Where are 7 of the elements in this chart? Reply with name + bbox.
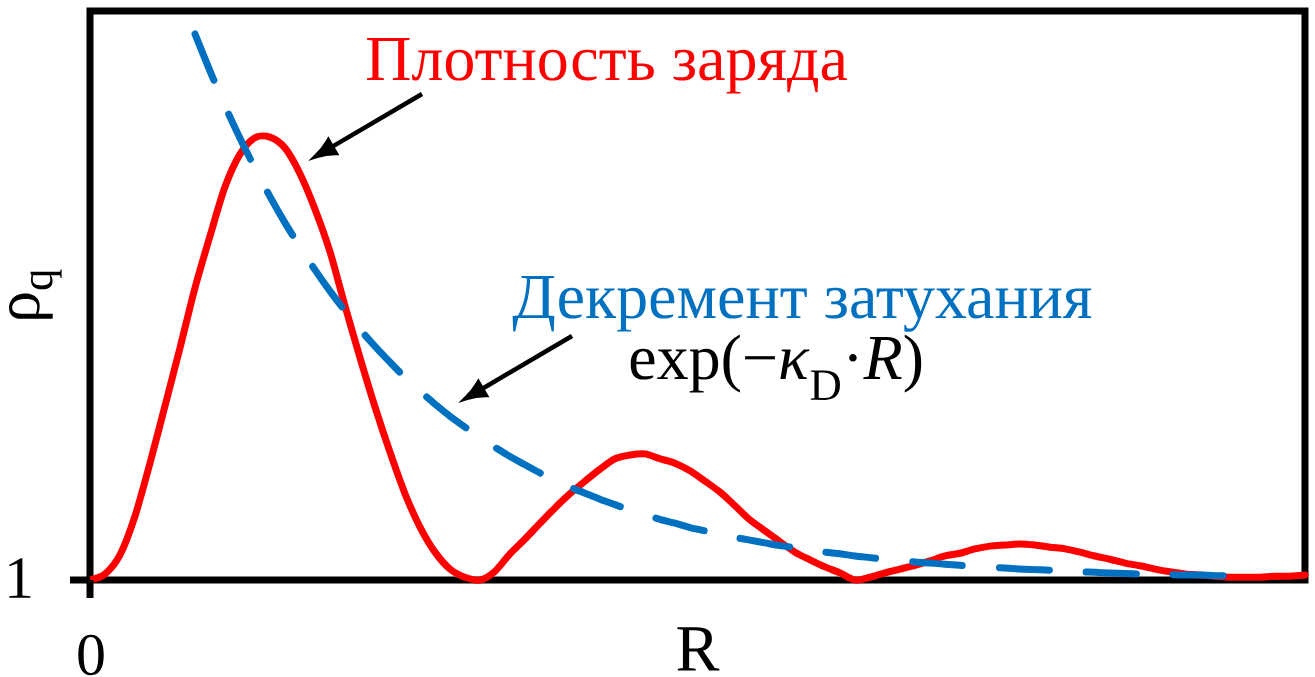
series-label: Декремент затухания — [512, 276, 1092, 332]
y-axis-title: ρ$_{q}$ — [9, 269, 62, 319]
annotation: exp(−κ$_{D}$·R) — [630, 334, 922, 400]
text: 1 — [9, 558, 31, 598]
x-axis-title: R — [677, 627, 720, 671]
series-label: Плотность заряда — [367, 38, 848, 94]
text: 0 — [78, 634, 104, 676]
